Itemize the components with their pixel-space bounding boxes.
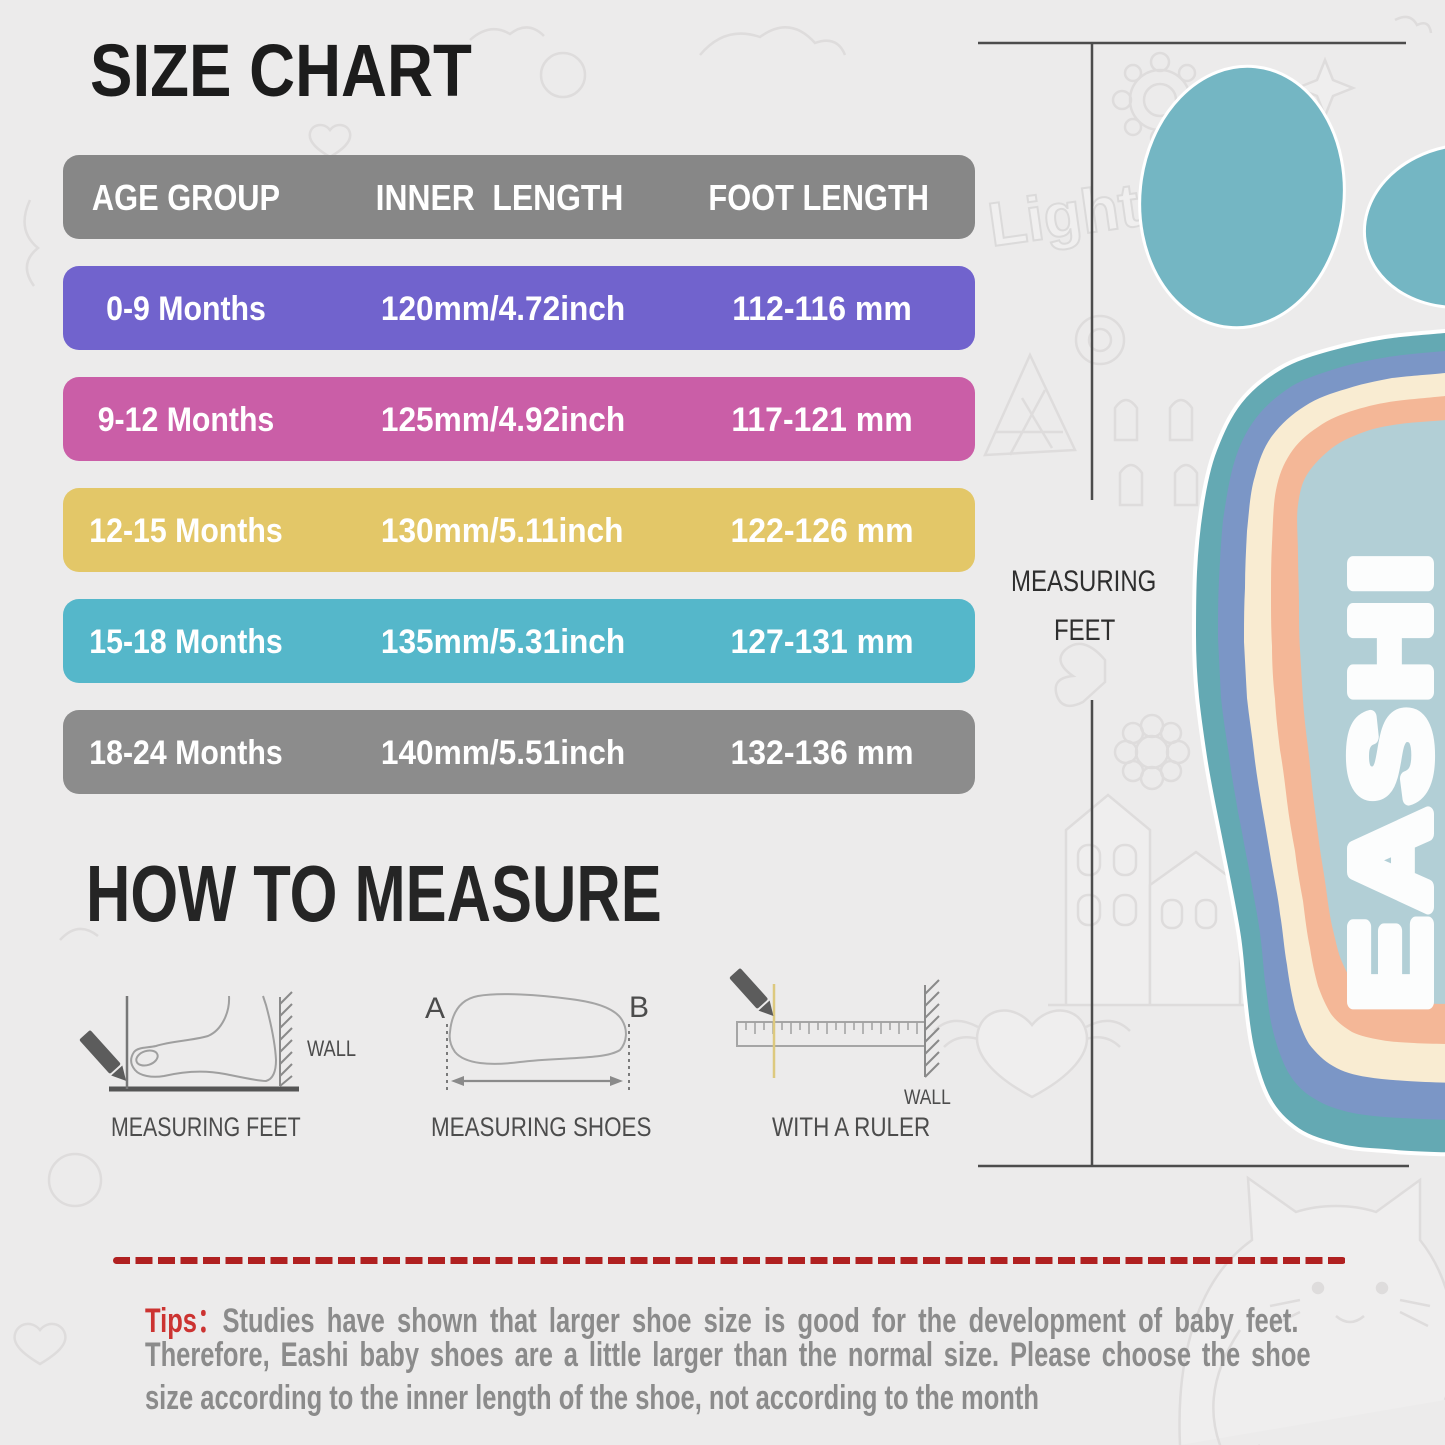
svg-text:B: B [629,991,649,1024]
svg-text:EASHI: EASHI [1330,546,1445,1011]
svg-text:A: A [425,992,445,1025]
svg-text:Light: Light [984,171,1144,260]
